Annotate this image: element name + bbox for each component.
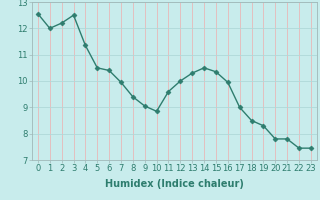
X-axis label: Humidex (Indice chaleur): Humidex (Indice chaleur) xyxy=(105,179,244,189)
